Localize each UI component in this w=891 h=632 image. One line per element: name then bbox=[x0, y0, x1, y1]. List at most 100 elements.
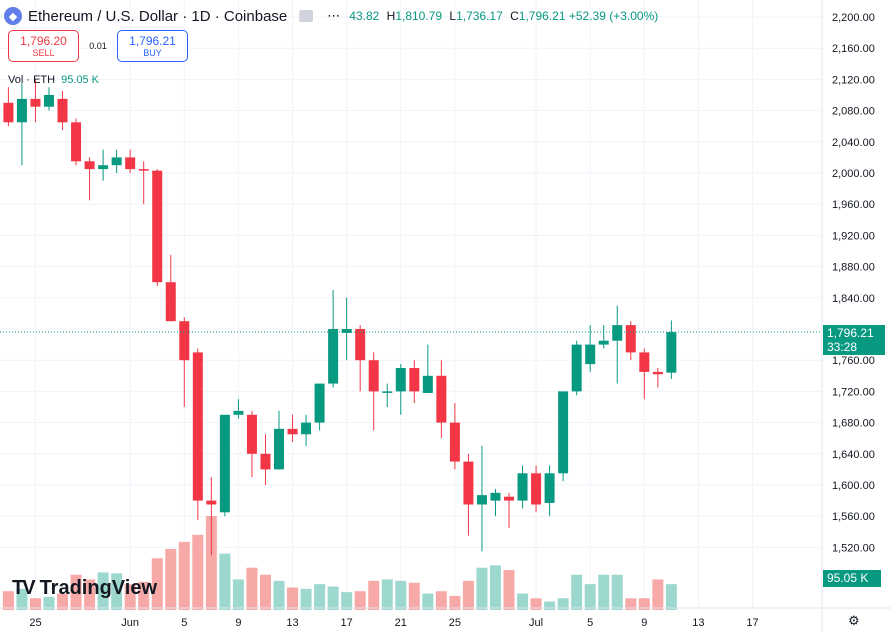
time-axis[interactable]: 25 Jun 5 9 13 17 21 25 Jul 5 9 13 17 bbox=[0, 607, 891, 629]
price-tick-label: 2,120.00 bbox=[832, 74, 875, 86]
high-value: 1,810.79 bbox=[395, 9, 443, 23]
candle-body bbox=[43, 95, 54, 107]
volume-bar bbox=[2, 591, 14, 610]
spread-value: 0.01 bbox=[89, 41, 107, 51]
volume-bar bbox=[665, 584, 677, 610]
volume-bar bbox=[70, 574, 82, 610]
volume-bar bbox=[652, 579, 664, 610]
price-tick-label: 1,760.00 bbox=[832, 355, 875, 367]
candle-body bbox=[246, 414, 257, 454]
candle-body bbox=[652, 371, 663, 375]
candle-body bbox=[598, 340, 609, 345]
volume-bar bbox=[84, 579, 96, 610]
candle-body bbox=[233, 410, 244, 415]
buy-label: BUY bbox=[143, 47, 162, 58]
price-tick-label: 1,520.00 bbox=[832, 542, 875, 554]
candle-body bbox=[98, 165, 109, 170]
candle-body bbox=[111, 157, 122, 166]
settings-icon[interactable]: ⚙ bbox=[848, 614, 860, 629]
volume-bar bbox=[57, 593, 69, 610]
candle-body bbox=[287, 428, 298, 435]
bar-countdown: 33:28 bbox=[827, 340, 858, 354]
candle-body bbox=[558, 391, 569, 474]
candle-body bbox=[355, 329, 366, 361]
candle-body bbox=[666, 332, 677, 373]
volume-bar bbox=[395, 580, 407, 610]
price-tick-label: 1,560.00 bbox=[832, 511, 875, 523]
candle-body bbox=[476, 495, 487, 505]
volume-bar bbox=[43, 596, 55, 610]
last-price-badge: 1,796.21 33:28 bbox=[823, 325, 885, 355]
volume-bar bbox=[354, 591, 366, 610]
candle-body bbox=[30, 98, 41, 107]
candle-body bbox=[71, 122, 82, 162]
symbol-title[interactable]: Ethereum / U.S. Dollar · 1D · Coinbase bbox=[28, 7, 288, 25]
price-tick-label: 1,720.00 bbox=[832, 386, 875, 398]
candle-body bbox=[382, 391, 393, 393]
volume-bar bbox=[259, 574, 271, 610]
ethereum-icon[interactable]: ◆ bbox=[4, 7, 22, 25]
volume-bar bbox=[422, 593, 434, 610]
volume-bars bbox=[2, 516, 677, 610]
candle-body bbox=[490, 492, 501, 501]
volume-bar bbox=[381, 579, 393, 610]
candles bbox=[3, 79, 677, 556]
volume-label: Vol · ETH bbox=[8, 74, 56, 86]
volume-bar bbox=[300, 588, 312, 610]
candle-body bbox=[16, 98, 27, 123]
low-value: 1,736.17 bbox=[456, 9, 503, 23]
candle-body bbox=[3, 102, 14, 123]
candle-body bbox=[84, 161, 95, 170]
candle-body bbox=[571, 344, 582, 392]
candle-body bbox=[138, 169, 149, 171]
visibility-icon[interactable] bbox=[299, 10, 314, 22]
symbol-header: ◆ Ethereum / U.S. Dollar · 1D · Coinbase… bbox=[4, 4, 658, 28]
candle-body bbox=[531, 473, 542, 505]
volume-bar bbox=[287, 587, 299, 610]
price-tick-label: 1,920.00 bbox=[832, 230, 875, 242]
volume-bar bbox=[97, 572, 109, 610]
price-tick-label: 2,000.00 bbox=[832, 168, 875, 180]
volume-bar bbox=[273, 580, 285, 610]
candle-body bbox=[274, 428, 284, 470]
sell-button[interactable]: 1,796.20 SELL bbox=[8, 30, 79, 62]
low-label: L bbox=[449, 9, 457, 23]
candle-body bbox=[409, 368, 420, 392]
candle-body bbox=[206, 500, 217, 505]
candle-body bbox=[341, 329, 352, 333]
candle-body bbox=[125, 157, 136, 170]
volume-bar bbox=[232, 579, 244, 610]
buy-button[interactable]: 1,796.21 BUY bbox=[117, 30, 188, 62]
candle-body bbox=[463, 461, 474, 505]
volume-bar bbox=[165, 548, 177, 610]
price-tick-label: 1,880.00 bbox=[832, 262, 875, 274]
volume-bar bbox=[503, 570, 515, 610]
price-tick-label: 1,960.00 bbox=[832, 199, 875, 211]
tradingview-icon: TV bbox=[12, 577, 36, 599]
candle-body bbox=[639, 352, 650, 372]
volume-bar bbox=[638, 598, 650, 610]
candle-body bbox=[192, 352, 203, 501]
tradingview-logo[interactable]: TV TradingView bbox=[12, 577, 157, 600]
volume-bar bbox=[341, 592, 353, 610]
candle-body bbox=[449, 422, 460, 462]
more-icon[interactable]: ⋯ bbox=[327, 8, 342, 24]
candle-body bbox=[260, 453, 271, 470]
price-axis[interactable]: 2,200.00 2,160.00 2,120.00 2,080.00 2,040.00… bbox=[821, 0, 875, 632]
price-tick-label: 2,200.00 bbox=[832, 12, 875, 24]
volume-bar bbox=[368, 580, 380, 610]
change-value: +52.39 (+3.00%) bbox=[568, 9, 659, 23]
time-tick-label: 13 bbox=[692, 617, 704, 629]
volume-bar bbox=[111, 573, 123, 610]
volume-bar bbox=[219, 553, 231, 610]
tradingview-wordmark: TradingView bbox=[39, 577, 158, 599]
volume-bar bbox=[178, 541, 190, 610]
sell-price: 1,796.20 bbox=[20, 33, 67, 48]
candle-body bbox=[625, 325, 636, 353]
price-tick-label: 2,040.00 bbox=[832, 137, 875, 149]
volume-legend[interactable]: Vol · ETH 95.05 K bbox=[8, 74, 99, 86]
volume-bar bbox=[598, 574, 610, 610]
volume-bar bbox=[16, 588, 28, 610]
volume-bar bbox=[625, 598, 637, 610]
